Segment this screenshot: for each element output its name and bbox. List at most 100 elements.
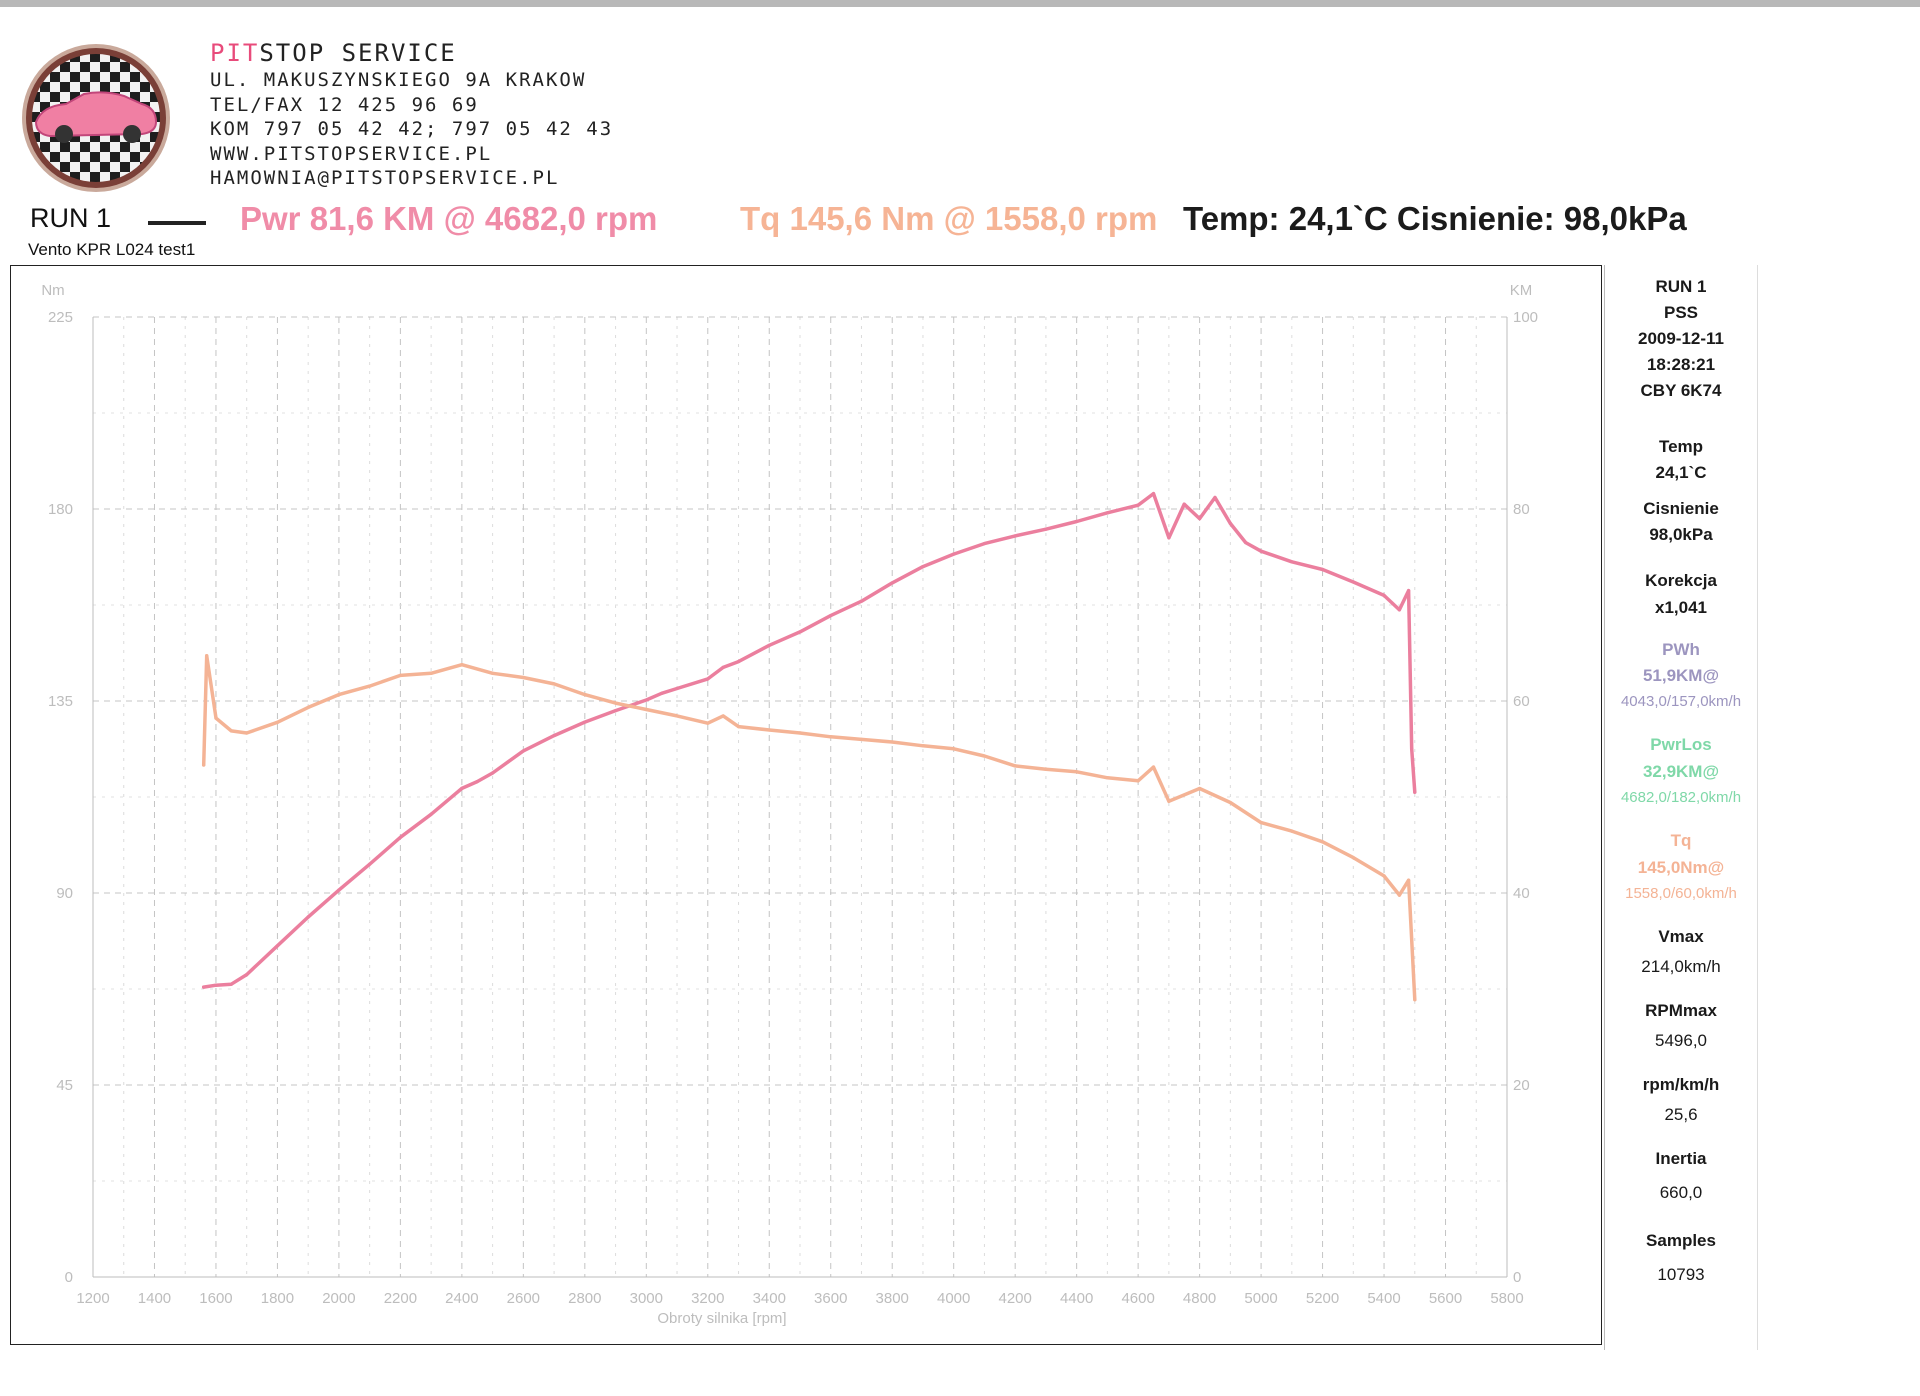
power-point: [1182, 502, 1186, 506]
power-point: [1136, 503, 1140, 507]
y-right-tick-label: 0: [1513, 1269, 1521, 1286]
power-point: [1075, 519, 1079, 524]
power-point: [552, 733, 556, 738]
torque-point: [552, 682, 556, 686]
power-point: [829, 613, 833, 618]
power-point: [1228, 521, 1232, 525]
x-tick-label: 4200: [998, 1290, 1031, 1307]
x-tick-label: 4600: [1121, 1290, 1154, 1307]
y-right-tick-label: 20: [1513, 1077, 1530, 1094]
power-point: [521, 749, 525, 753]
power-point: [798, 630, 802, 634]
side-temp-label: Temp: [1658, 437, 1704, 456]
torque-point: [1044, 767, 1048, 771]
side-pressure-value: 98,0kPa: [1649, 525, 1713, 544]
y-right-tick-label: 60: [1513, 693, 1530, 710]
company-name: PITSTOP SERVICE: [210, 39, 457, 67]
power-point: [982, 541, 987, 546]
power-point: [306, 915, 310, 919]
torque-point: [1320, 840, 1325, 844]
power-point: [1351, 580, 1355, 584]
torque-point: [1397, 893, 1402, 897]
torque-point: [521, 675, 525, 680]
power-point: [398, 835, 402, 839]
power-point: [859, 599, 864, 603]
y-right-tick-label: 40: [1513, 885, 1530, 902]
x-tick-label: 1800: [261, 1290, 294, 1307]
torque-point: [1075, 770, 1079, 774]
x-tick-label: 3600: [814, 1290, 847, 1307]
side-inertia-label: Inertia: [1655, 1149, 1707, 1168]
torque-point: [1151, 765, 1156, 769]
peak-torque-summary: Tq 145,6 Nm @ 1558,0 rpm: [740, 200, 1158, 237]
y-left-tick-label: 90: [56, 885, 73, 902]
side-korekcja-label: Korekcja: [1645, 571, 1717, 590]
torque-point: [202, 763, 206, 767]
side-samples-label: Samples: [1646, 1231, 1716, 1250]
y-left-tick-label: 135: [48, 693, 73, 710]
torque-point: [491, 671, 495, 675]
torque-point: [1259, 821, 1263, 825]
side-time: 18:28:21: [1646, 355, 1716, 374]
power-point: [1198, 517, 1202, 521]
power-point: [368, 862, 372, 866]
torque-point: [1290, 829, 1294, 833]
power-point: [429, 812, 433, 816]
side-pwh-value: 51,9KM@: [1642, 666, 1720, 685]
power-point: [675, 686, 679, 691]
power-point: [1397, 608, 1402, 612]
torque-point: [736, 725, 741, 729]
torque-point: [706, 721, 710, 725]
side-rpmkmh-label: rpm/km/h: [1642, 1075, 1720, 1094]
side-pwh-label: PWh: [1662, 640, 1700, 659]
power-point: [1259, 549, 1263, 553]
x-tick-label: 1200: [76, 1290, 109, 1307]
torque-point: [798, 731, 802, 735]
power-point: [1413, 790, 1417, 794]
power-point: [583, 720, 587, 724]
x-tick-label: 1600: [199, 1290, 232, 1307]
torque-curve: [201, 654, 1417, 1002]
company-address: UL. MAKUSZYNSKIEGO 9A KRAKOW: [210, 69, 587, 91]
side-rpmmax-value: 5496,0: [1655, 1031, 1707, 1050]
torque-point: [229, 729, 233, 733]
power-point: [660, 691, 664, 695]
side-pwh-detail: 4043,0/157,0km/h: [1620, 693, 1742, 710]
torque-point: [982, 754, 987, 758]
power-point: [491, 771, 495, 775]
torque-point: [460, 663, 464, 667]
x-tick-label: 2800: [568, 1290, 601, 1307]
power-point: [1151, 492, 1156, 496]
side-rpmmax-label: RPMmax: [1645, 1001, 1717, 1020]
y-right-tick-label: 80: [1513, 501, 1530, 518]
torque-point: [721, 714, 725, 718]
x-tick-label: 3400: [753, 1290, 786, 1307]
power-point: [721, 665, 725, 669]
top-border: [0, 0, 1920, 7]
torque-point: [275, 720, 280, 724]
torque-point: [829, 735, 833, 739]
power-point: [337, 888, 341, 892]
side-tq-detail: 1558,0/60,0km/h: [1625, 885, 1737, 902]
peak-power-summary: Pwr 81,6 KM @ 4682,0 rpm: [240, 200, 658, 237]
torque-point: [1198, 786, 1202, 791]
power-point: [613, 709, 618, 713]
run-label: RUN 1: [30, 203, 112, 233]
power-point: [475, 780, 479, 784]
x-tick-label: 2000: [322, 1290, 355, 1307]
x-tick-label: 2200: [384, 1290, 417, 1307]
company-telfax: TEL/FAX 12 425 96 69: [210, 93, 479, 116]
y-left-axis-label: Nm: [41, 282, 64, 299]
y-right-axis-label: KM: [1510, 282, 1533, 299]
torque-point: [1105, 776, 1109, 780]
power-point: [1167, 536, 1171, 540]
torque-point: [337, 693, 341, 697]
torque-point: [245, 731, 249, 735]
power-point: [275, 944, 280, 948]
torque-point: [890, 740, 894, 744]
torque-point: [1382, 874, 1386, 878]
torque-point: [583, 693, 587, 697]
x-tick-label: 3200: [691, 1290, 724, 1307]
power-point: [890, 581, 894, 585]
x-tick-label: 5000: [1244, 1290, 1277, 1307]
